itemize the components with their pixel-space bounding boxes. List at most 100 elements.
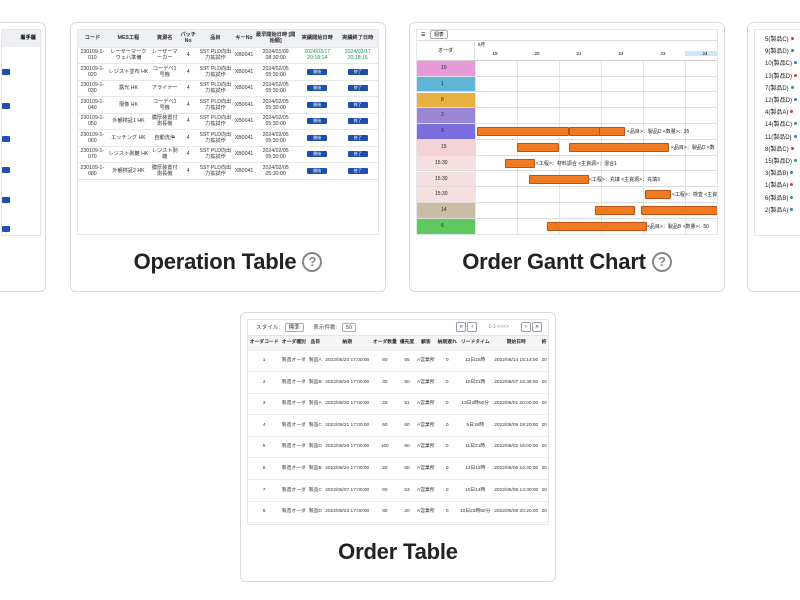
table-cell: 開始 [297, 146, 338, 163]
gantt-row[interactable]: 15:30 [417, 187, 717, 203]
gantt-bar[interactable] [477, 127, 569, 137]
first-page-button[interactable]: « [456, 322, 467, 332]
gantt-row[interactable]: 6 [417, 219, 717, 234]
start-button[interactable]: 開始 [307, 151, 328, 158]
table-row[interactable]: 3 製造オーダ 製品A 2022/06/30 17:00:00 25 51 A営業所 0 13日… [248, 393, 548, 416]
menu-icon[interactable]: ☰ [421, 32, 426, 38]
table-row[interactable]: 2 製造オーダ 製品B 2022/06/26 17:00:00 30 50 A営業所 0 10日… [248, 371, 548, 394]
end-button[interactable]: 終了 [347, 101, 368, 108]
gantt-bar[interactable] [645, 190, 671, 200]
start-button[interactable]: 開始 [307, 85, 328, 92]
display-count-select[interactable]: 50 [341, 323, 356, 332]
table-row[interactable]: 230109-1-070 レジスト剥離 HK レジスト剥離 4 SST PLD向出力拡試… [78, 146, 378, 163]
table-row[interactable]: 230109-1-040 現像 HK コーデベ1号機 4 SST PLD向出力拡試作 XB… [78, 96, 378, 114]
start-button[interactable]: 開始 [307, 134, 328, 141]
action-button[interactable] [2, 136, 10, 142]
end-button[interactable]: 終了 [347, 151, 368, 158]
table-cell: 20 [540, 393, 548, 416]
table-row[interactable]: 230109-1-060 エッチング HK 自動洗浄 4 SST PLD向出力拡試作 XB… [78, 129, 378, 147]
end-button[interactable]: 終了 [347, 85, 368, 92]
order-table-preview: スタイル: 標準 表示件数: 50 «‹ 1-1 <<<> ›» オーダコードオ… [247, 319, 549, 525]
table-cell: SST PLD向出力拡試作 [197, 129, 234, 147]
table-cell: 0 [436, 436, 459, 459]
list-item: 9(製品D) [765, 46, 797, 58]
start-button[interactable]: 開始 [307, 118, 328, 125]
left-partial-card[interactable]: 着手履 [0, 22, 46, 292]
table-row[interactable]: 5 製造オーダ 製品D 2022/06/26 17:00:00 100 60 A営業所 0 11… [248, 436, 548, 459]
table-cell: 2 [248, 371, 281, 394]
table-row[interactable]: 6 製造オーダ 製品B 2022/06/24 17:00:00 20 60 A営業所 0 13日… [248, 457, 548, 481]
table-row[interactable]: 230109-1-010 レーザーマーク ウェハ準備 レーザーマーカー 4 SST PL… [78, 47, 378, 64]
gantt-bar[interactable] [547, 222, 647, 231]
table-row[interactable]: 7 製造オーダ 製品C 2022/06/07 17:00:00 90 53 A営業所 0 10日… [248, 479, 548, 502]
gantt-bar[interactable] [599, 127, 625, 137]
question-circle-icon[interactable]: ? [651, 252, 672, 272]
gantt-bar[interactable] [505, 158, 535, 168]
table-row[interactable]: 230109-1-030 露光 HK アライナー 4 SST PLD向出力拡試作 XB00… [78, 80, 378, 97]
order-gantt-card[interactable]: ☰ 週表 オーダ 6月 19 20 21 22 23 24 10 1 8 2 9 15 15:30 15… [409, 22, 725, 292]
table-cell: 30 [371, 371, 399, 394]
gantt-bar[interactable] [529, 174, 589, 184]
table-row[interactable]: 4 製造オーダ 製品C 2022/06/21 17:00:00 60 60 A営業所 0 5日1… [248, 414, 548, 437]
table-row[interactable]: 230109-1-080 外観検証2 HK 膜厚装置付 測長機 4 SST PLD向出力… [78, 162, 378, 180]
gantt-bar[interactable] [641, 206, 717, 216]
end-button[interactable]: 終了 [347, 118, 368, 125]
table-cell: 230109-1-070 [78, 146, 107, 163]
start-button[interactable]: 開始 [307, 167, 328, 174]
gantt-bar[interactable] [517, 143, 559, 152]
end-button[interactable]: 終了 [347, 68, 368, 75]
table-row[interactable]: 1 製造オーダ 製品A 2022/06/24 17:00:00 60 55 A営業所 0 12日… [248, 350, 548, 373]
table-cell: 製造オーダ [280, 522, 308, 524]
table-row[interactable]: 230109-1-050 外観検証1 HK 膜厚装置付 測長機 4 SST PLD向出力… [78, 113, 378, 130]
table-row[interactable]: 9製造オーダ製品C2022/06/26 17:00:007553A営業所011日… [248, 522, 548, 524]
gantt-day: 22 [618, 51, 624, 56]
question-circle-icon[interactable]: ? [302, 252, 323, 272]
operation-table-card[interactable]: コード MES工程 資源名 バッチNo 品目 キーNo 最早開始日時 [開始順] 実績開始日時… [70, 22, 386, 292]
table-cell: レーザーマーカー [150, 47, 180, 64]
end-button[interactable]: 終了 [347, 167, 368, 174]
table-cell: 5 [248, 436, 281, 459]
gantt-row[interactable]: 9 [417, 124, 717, 140]
action-button[interactable] [2, 226, 10, 232]
gantt-annotation: <工程>：充填 <主資源>：充填3 [589, 176, 660, 183]
next-page-button[interactable]: › [521, 322, 531, 332]
gantt-row[interactable]: 1 [417, 76, 717, 93]
gantt-row[interactable]: 2 [417, 108, 717, 124]
status-dot [790, 85, 794, 89]
prev-page-button[interactable]: ‹ [467, 322, 478, 332]
action-button[interactable] [2, 103, 10, 109]
gantt-bar[interactable] [595, 206, 635, 216]
table-cell: 製品B [307, 371, 324, 394]
view-select[interactable]: 週表 [429, 30, 448, 39]
order-table-card[interactable]: スタイル: 標準 表示件数: 50 «‹ 1-1 <<<> ›» オーダコードオ… [240, 312, 556, 582]
table-cell: 終了 [337, 113, 378, 130]
table-cell: 60 [371, 414, 399, 437]
table-cell: 2024/02/05 05:30:00 [254, 113, 297, 130]
table-row[interactable]: 8 製造オーダ 製品D 2022/06/23 17:00:00 80 20 A営業所 0 10日… [248, 501, 548, 524]
gantt-row[interactable]: 8 [417, 92, 717, 109]
action-button[interactable] [2, 197, 10, 203]
table-row[interactable]: 230109-1-020 レジスト塗布 HK コーデベ1号機 4 SST PLD向出力拡… [78, 63, 378, 81]
gantt-row[interactable]: 15:30 [417, 155, 717, 172]
action-button[interactable] [2, 69, 10, 75]
start-button[interactable]: 開始 [307, 68, 328, 75]
gantt-bar[interactable] [569, 143, 669, 152]
table-cell: 50 [398, 371, 416, 394]
table-cell: 90 [371, 479, 399, 502]
end-button[interactable]: 終了 [347, 134, 368, 141]
right-partial-card[interactable]: 5(製品C) 9(製品D) 10(製品C) 13(製品D) 7(製品D) 12(製品D) 4… [747, 22, 800, 292]
style-select[interactable]: 標準 [284, 323, 304, 332]
column-header: MES工程 [106, 30, 151, 48]
table-cell: 60 [398, 436, 416, 459]
action-button[interactable] [2, 167, 10, 173]
table-cell: XB0041 [233, 129, 255, 147]
product-label: 10(製品C) [765, 61, 793, 68]
gantt-row[interactable]: 15 [417, 140, 717, 156]
gantt-row[interactable]: 15:30 [417, 171, 717, 188]
gantt-row[interactable]: 10 [417, 61, 717, 77]
last-page-button[interactable]: » [532, 322, 542, 332]
start-button[interactable]: 開始 [307, 101, 328, 108]
gantt-row[interactable]: 14 [417, 203, 717, 219]
product-label: 13(製品D) [765, 73, 793, 80]
table-cell: 終了 [337, 80, 378, 97]
